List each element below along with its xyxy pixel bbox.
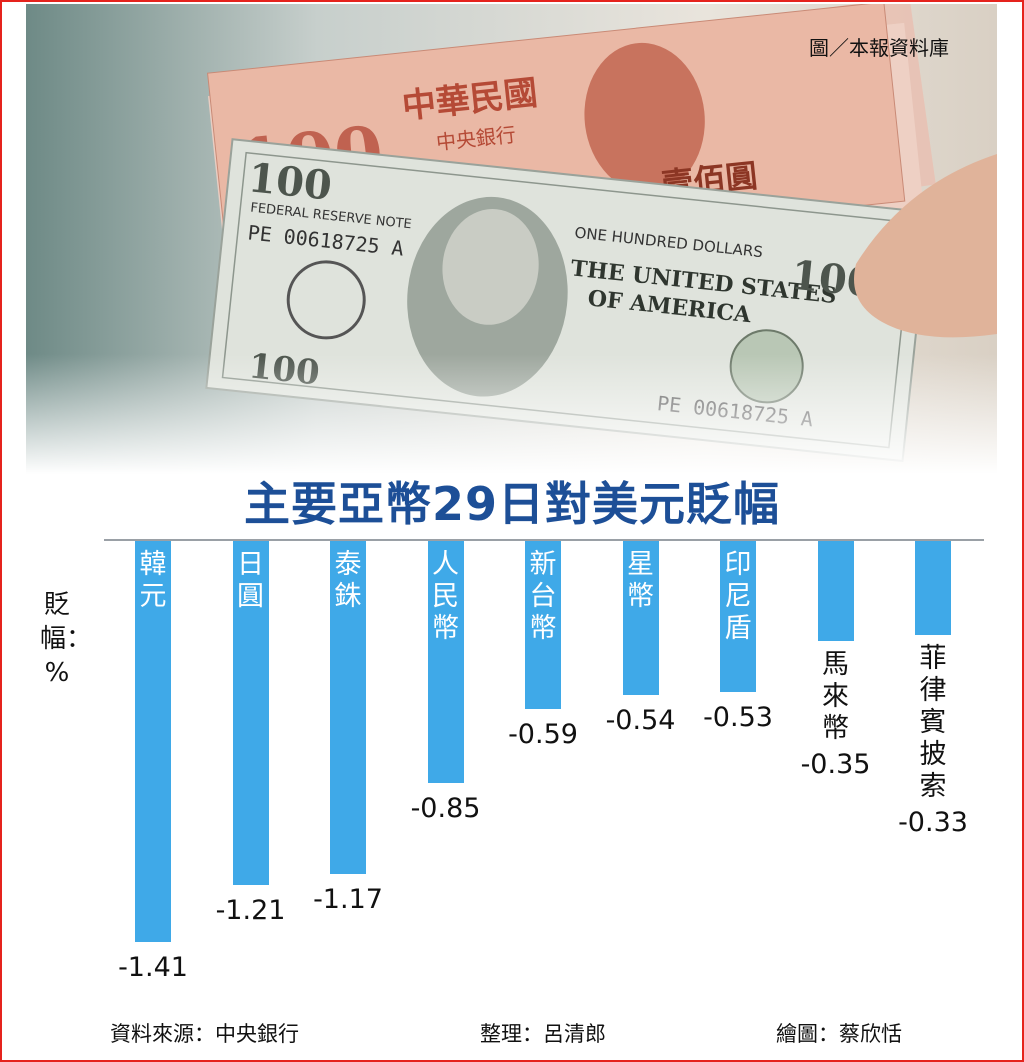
category-label: 泰銖 <box>334 549 362 612</box>
bar-4 <box>525 541 561 709</box>
bar-2 <box>330 541 366 874</box>
bar-6 <box>720 541 756 692</box>
bar-3 <box>427 541 464 783</box>
bar-5 <box>622 541 659 695</box>
chart-baseline <box>104 539 984 541</box>
footer-source: 資料來源：中央銀行 <box>110 1022 299 1046</box>
footer-compiled: 整理：呂清郎 <box>480 1022 606 1046</box>
svg-text:100: 100 <box>246 154 334 209</box>
category-label: 印尼盾 <box>724 549 752 644</box>
bar-0 <box>135 541 171 942</box>
value-label: -0.53 <box>703 701 773 733</box>
value-label: -1.41 <box>118 952 188 983</box>
value-label: -0.59 <box>508 718 578 750</box>
banknote-photo: 100 中華民國 中央銀行 壹佰圓 100 FEDERAL RESERVE NO… <box>26 4 997 474</box>
value-label: -0.35 <box>800 748 871 780</box>
category-label: 韓元 <box>139 549 167 612</box>
category-label: 馬來幣 <box>822 648 849 744</box>
photo-credit: 圖／本報資料庫 <box>809 36 949 60</box>
value-label: -1.17 <box>313 883 383 915</box>
value-label: -1.21 <box>215 895 286 927</box>
value-label: -0.85 <box>410 792 481 824</box>
category-label: 日圓 <box>237 549 264 612</box>
category-label: 菲律賓披索 <box>919 642 947 802</box>
value-label: -0.33 <box>898 806 968 838</box>
photo-fade <box>26 354 997 474</box>
chart-title: 主要亞幣29日對美元貶幅 <box>243 477 780 531</box>
bar-1 <box>232 541 269 886</box>
footer-drawn: 繪圖：蔡欣恬 <box>776 1022 902 1046</box>
bar-7 <box>817 541 854 641</box>
category-label: 星幣 <box>627 549 654 612</box>
bar-8 <box>915 541 951 635</box>
value-label: -0.54 <box>605 704 676 736</box>
category-label: 新台幣 <box>529 549 557 644</box>
category-label: 人民幣 <box>432 549 459 644</box>
